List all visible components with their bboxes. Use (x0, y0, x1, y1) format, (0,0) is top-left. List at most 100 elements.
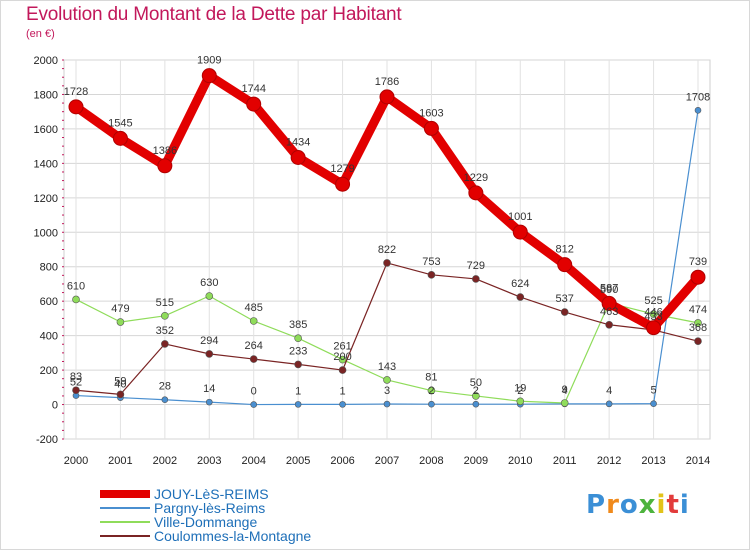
y-tick-label: 600 (40, 296, 58, 308)
data-label: 4 (562, 385, 568, 397)
x-tick-label: 2009 (464, 455, 488, 467)
data-label: 2 (517, 385, 523, 397)
chart-title: Evolution du Montant de la Dette par Hab… (26, 4, 402, 25)
data-label: 1229 (464, 172, 488, 184)
data-point (205, 292, 214, 300)
x-tick-label: 2001 (108, 455, 132, 467)
y-tick-label: 1600 (34, 124, 58, 136)
data-label: 143 (378, 361, 396, 373)
data-point (338, 355, 347, 364)
data-label: 3 (384, 385, 390, 397)
data-point (249, 355, 258, 363)
data-label: 1909 (197, 55, 221, 67)
y-tick-label: 0 (52, 400, 58, 412)
data-point (472, 275, 480, 283)
data-label: 233 (289, 345, 307, 357)
data-label: 1 (340, 385, 346, 397)
data-label: 433 (644, 311, 662, 323)
data-point (250, 401, 258, 408)
data-label: 261 (333, 341, 351, 353)
data-label: 739 (689, 256, 707, 268)
data-point (72, 386, 80, 395)
data-label: 9 (562, 384, 568, 396)
data-point (246, 96, 262, 112)
data-label: 1 (295, 385, 301, 397)
data-label: 294 (200, 335, 218, 347)
data-point (423, 120, 439, 136)
data-label: 5 (651, 385, 657, 397)
data-label: 446 (644, 307, 662, 319)
data-point (601, 295, 617, 311)
data-point (205, 398, 213, 406)
data-label: 822 (378, 244, 396, 256)
x-tick-label: 2014 (686, 455, 710, 467)
data-label: 1603 (419, 107, 443, 119)
data-point (428, 400, 435, 408)
x-tick-label: 2002 (153, 455, 177, 467)
logo-letter: r (606, 490, 620, 520)
data-label: 52 (70, 377, 82, 389)
data-label: 1786 (375, 76, 399, 88)
data-point (427, 271, 436, 279)
data-point (694, 319, 702, 327)
data-point (690, 269, 706, 285)
data-point (512, 224, 528, 240)
data-point (468, 185, 484, 201)
data-point (157, 158, 173, 174)
data-label: 0 (251, 386, 257, 398)
x-tick-label: 2004 (241, 455, 265, 467)
data-label: 368 (689, 322, 707, 334)
unit-label: (en €) (26, 28, 55, 40)
data-label: 630 (200, 277, 218, 289)
data-label: 2 (428, 385, 434, 397)
data-point (68, 99, 84, 115)
data-point (116, 318, 125, 326)
data-point (294, 360, 302, 369)
data-point (472, 392, 480, 400)
data-point (294, 401, 302, 408)
data-point (249, 317, 258, 325)
data-point (516, 397, 525, 406)
legend-label: Coulommes-la-Montagne (154, 528, 311, 544)
x-tick-label: 2006 (330, 455, 354, 467)
data-label: 50 (470, 377, 482, 389)
data-label: 474 (689, 304, 707, 316)
x-tick-label: 2005 (286, 455, 310, 467)
data-label: 587 (600, 282, 618, 294)
data-point (161, 340, 169, 348)
data-label: 1728 (64, 86, 88, 98)
data-point (560, 308, 569, 316)
data-label: 515 (156, 297, 174, 309)
data-point (161, 312, 169, 320)
data-label: 590 (600, 284, 618, 296)
data-label: 537 (556, 293, 574, 305)
data-label: 264 (245, 340, 263, 352)
logo-letter: P (586, 490, 607, 520)
data-label: 2 (473, 385, 479, 397)
data-label: 28 (159, 381, 171, 393)
y-tick-label: 1200 (34, 193, 58, 205)
data-label: 14 (203, 383, 215, 395)
data-label: 59 (114, 375, 126, 387)
y-tick-label: -200 (36, 434, 58, 446)
y-tick-label: 200 (40, 365, 58, 377)
data-label: 1386 (153, 145, 177, 157)
y-tick-label: 1400 (34, 158, 58, 170)
x-tick-label: 2000 (64, 455, 88, 467)
y-tick-label: 1800 (34, 89, 58, 101)
legend-label: Pargny-lès-Reims (154, 500, 265, 516)
data-point (650, 400, 657, 407)
data-label: 1744 (241, 83, 265, 95)
data-point (116, 390, 125, 399)
logo-letter: o (619, 490, 639, 520)
data-label: 40 (114, 379, 126, 391)
data-label: 19 (514, 382, 526, 394)
logo-letter: t (666, 490, 680, 520)
data-point (112, 130, 128, 146)
data-label: 610 (67, 280, 85, 292)
data-label: 352 (156, 325, 174, 337)
data-label: 485 (245, 302, 263, 314)
data-label: 200 (333, 351, 351, 363)
data-point (72, 295, 80, 304)
